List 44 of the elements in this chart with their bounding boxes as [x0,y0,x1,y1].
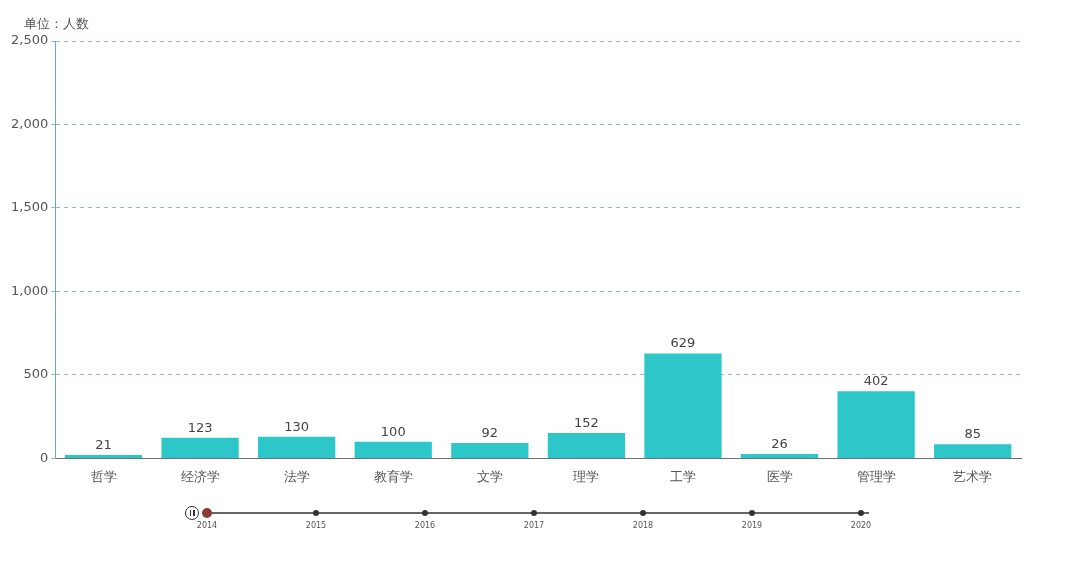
text: 2019 [740,521,764,530]
data-label: 123 [187,419,213,435]
bar [837,391,915,458]
bar [740,454,819,458]
x-tick-label: 理学 [573,468,600,484]
x-tick-label: 文学 [476,468,503,484]
y-tick-label: 2,000 [11,115,49,131]
data-label: 21 [95,436,112,452]
data-label: 26 [771,436,788,452]
x-tick-label: 医学 [766,468,793,484]
text: 2018 [631,521,655,530]
text: 2014 [195,521,219,530]
text: 2020 [849,521,873,530]
y-tick-label: 2,500 [11,32,49,48]
x-tick-label: 法学 [283,468,310,484]
bar [547,433,626,458]
bar [644,353,722,458]
x-tick-label: 工学 [669,468,696,484]
text: 2016 [413,521,437,530]
x-tick-label: 教育学 [373,468,413,484]
bar [934,444,1012,458]
y-axis-title: 单位：人数 [24,16,89,31]
text: 2015 [304,521,328,530]
y-tick-label: 500 [23,366,49,382]
data-label: 152 [573,415,599,431]
bar [354,441,432,458]
data-label: 85 [964,426,981,442]
x-tick-label: 经济学 [180,468,220,484]
data-label: 402 [863,373,889,389]
bar [64,454,143,458]
data-label: 629 [670,335,696,351]
x-tick-label: 哲学 [90,468,117,484]
data-label: 92 [481,425,499,441]
bar [161,437,239,458]
x-tick-label: 艺术学 [953,468,993,484]
y-tick-label: 1,500 [11,199,49,215]
text: 2017 [522,521,546,530]
x-tick-label: 管理学 [856,468,896,484]
bar [258,436,336,458]
bar [451,443,529,458]
data-label: 100 [380,423,406,439]
y-tick-label: 1,000 [11,282,49,298]
y-tick-label: 0 [39,449,49,465]
data-label: 130 [284,418,310,434]
